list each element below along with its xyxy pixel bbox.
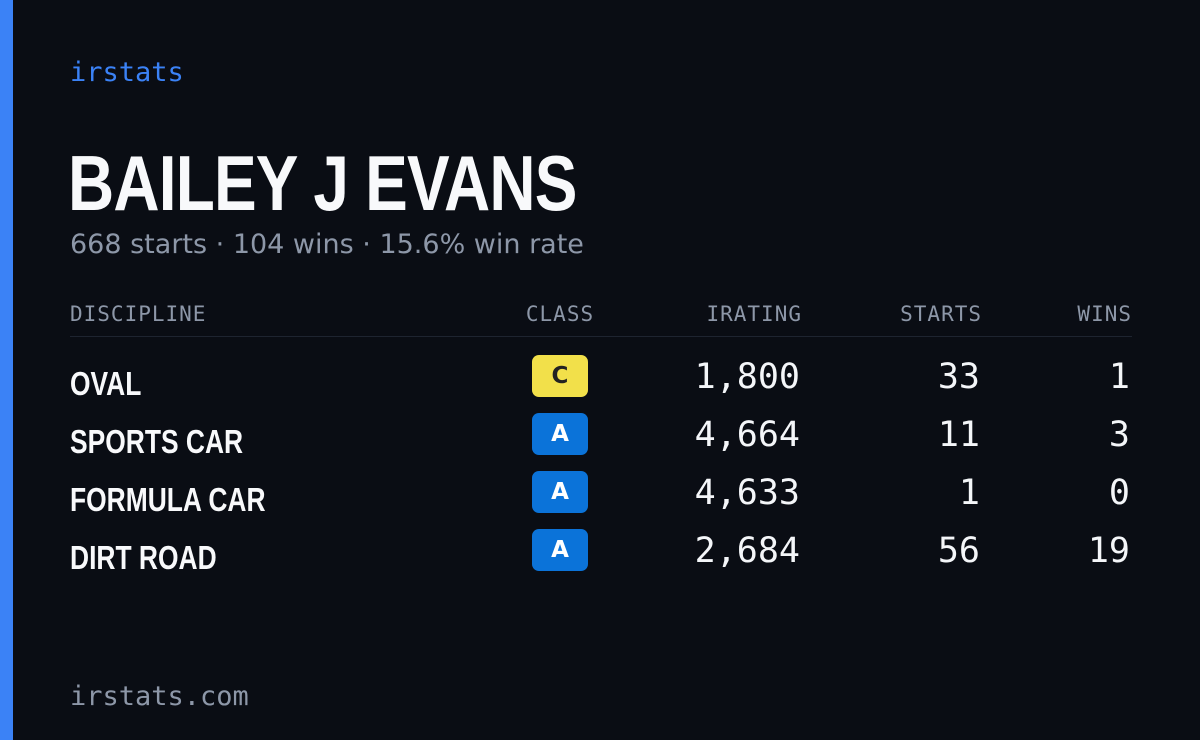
license-class-badge: C [532, 355, 588, 397]
starts-value: 1 [958, 473, 980, 513]
discipline-name: DIRT ROAD [70, 539, 217, 576]
license-class-badge: A [532, 471, 588, 513]
driver-summary: 668 starts · 104 wins · 15.6% win rate [70, 229, 584, 260]
header-irating: IRATING [706, 302, 802, 326]
starts-value: 11 [937, 415, 980, 455]
irating-value: 1,800 [694, 357, 800, 397]
accent-bar [0, 0, 13, 740]
table-row: OVAL C 1,800 33 1 [70, 353, 1132, 411]
discipline-stats-table: DISCIPLINE CLASS IRATING STARTS WINS OVA… [70, 300, 1132, 585]
wins-value: 3 [1108, 415, 1130, 455]
brand-logo-text: irstats [70, 57, 184, 88]
discipline-name: SPORTS CAR [70, 423, 244, 460]
header-discipline: DISCIPLINE [70, 302, 207, 326]
irating-value: 4,664 [694, 415, 800, 455]
header-wins: WINS [1077, 302, 1132, 326]
irating-value: 4,633 [694, 473, 800, 513]
header-class: CLASS [525, 302, 595, 326]
discipline-name: FORMULA CAR [70, 481, 266, 518]
table-header: DISCIPLINE CLASS IRATING STARTS WINS [70, 300, 1132, 337]
footer-domain: irstats.com [70, 681, 249, 712]
wins-value: 1 [1108, 357, 1130, 397]
irating-value: 2,684 [694, 531, 800, 571]
wins-value: 19 [1087, 531, 1130, 571]
discipline-name: OVAL [70, 365, 142, 402]
starts-value: 56 [937, 531, 980, 571]
license-class-badge: A [532, 413, 588, 455]
table-row: DIRT ROAD A 2,684 56 19 [70, 527, 1132, 585]
driver-name: BAILEY J EVANS [68, 139, 577, 227]
table-row: FORMULA CAR A 4,633 1 0 [70, 469, 1132, 527]
license-class-badge: A [532, 529, 588, 571]
table-body: OVAL C 1,800 33 1 SPORTS CAR A 4,664 11 … [70, 353, 1132, 585]
header-starts: STARTS [900, 302, 982, 326]
wins-value: 0 [1108, 473, 1130, 513]
starts-value: 33 [937, 357, 980, 397]
table-row: SPORTS CAR A 4,664 11 3 [70, 411, 1132, 469]
